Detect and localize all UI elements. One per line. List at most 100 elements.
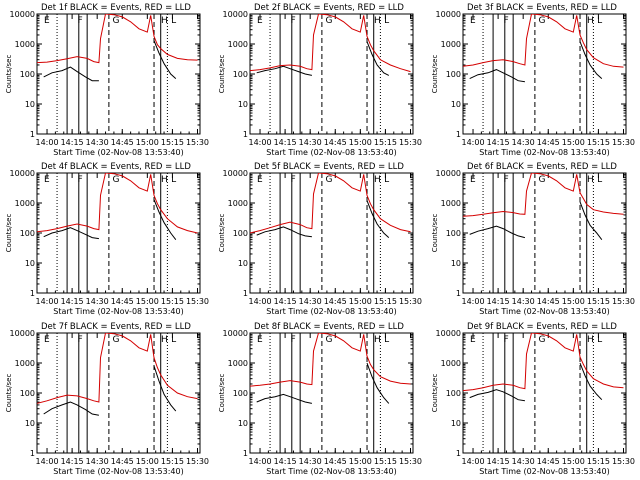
plot-frame — [249, 13, 414, 135]
interval-marker-label: F — [290, 175, 295, 185]
x-tick-label: 15:00 — [349, 138, 372, 147]
interval-marker-label: G — [326, 175, 333, 185]
y-tick-label: 1 — [243, 449, 248, 458]
interval-marker-label: E — [44, 16, 50, 26]
events-series-line — [43, 227, 99, 240]
x-tick-label: 14:00 — [461, 297, 484, 306]
x-tick-label: 14:00 — [35, 457, 58, 466]
y-tick-label: 10000 — [436, 169, 461, 178]
y-tick-label: 10 — [451, 259, 461, 268]
x-tick-label: 15:00 — [136, 138, 159, 147]
interval-marker-label: E — [470, 335, 476, 345]
x-tick-label: 14:15 — [487, 138, 510, 147]
x-tick-label: 14:15 — [274, 457, 297, 466]
y-tick-label: 10 — [451, 100, 461, 109]
interval-marker-label: F — [503, 175, 508, 185]
y-axis-label: Counts/sec — [431, 55, 439, 94]
events-series-line — [469, 225, 526, 239]
x-tick-label: 15:30 — [399, 297, 422, 306]
y-tick-label: 100 — [446, 229, 461, 238]
interval-marker-label: G — [326, 16, 333, 26]
y-tick-label: 10 — [25, 100, 35, 109]
x-tick-label: 14:45 — [537, 457, 560, 466]
y-tick-label: 1000 — [228, 199, 248, 208]
x-tick-label: 15:00 — [136, 457, 159, 466]
interval-marker-label: H — [161, 335, 168, 345]
interval-marker-label: G — [539, 16, 546, 26]
detector-panel-9: Det 9f BLACK = Events, RED = LLD 1 10 100 10… — [431, 322, 635, 476]
y-tick-label: 1000 — [228, 359, 248, 368]
interval-marker-label: E — [257, 335, 263, 345]
interval-marker-label: L — [597, 335, 602, 345]
interval-marker-label: G — [326, 335, 333, 345]
y-tick-label: 1 — [456, 449, 461, 458]
events-series-line — [579, 41, 603, 79]
y-axis-label: Counts/sec — [218, 55, 226, 94]
interval-marker-label: H — [587, 335, 594, 345]
x-tick-label: 15:30 — [186, 457, 209, 466]
x-axis-label: Start Time (02-Nov-08 13:53:40) — [53, 307, 183, 316]
x-tick-label: 14:30 — [512, 138, 535, 147]
x-tick-label: 15:00 — [136, 297, 159, 306]
x-tick-label: 14:00 — [461, 457, 484, 466]
y-axis-label: Counts/sec — [5, 374, 13, 413]
y-axis-label: Counts/sec — [218, 214, 226, 253]
x-tick-label: 14:30 — [512, 457, 535, 466]
x-tick-label: 14:00 — [35, 297, 58, 306]
lld-series-line — [250, 173, 411, 234]
x-axis-label: Start Time (02-Nov-08 13:53:40) — [53, 148, 183, 157]
lld-series-line — [463, 173, 624, 217]
y-tick-label: 1000 — [15, 359, 35, 368]
lld-series-line — [250, 333, 411, 387]
x-axis-label: Start Time (02-Nov-08 13:53:40) — [266, 148, 396, 157]
x-tick-label: 14:30 — [299, 457, 322, 466]
interval-marker-label: F — [290, 16, 295, 26]
interval-marker-label: H — [587, 16, 594, 26]
interval-marker-label: E — [470, 16, 476, 26]
y-axis-label: Counts/sec — [5, 55, 13, 94]
interval-marker-label: L — [171, 175, 176, 185]
interval-marker-label: L — [384, 175, 389, 185]
x-tick-label: 14:30 — [299, 138, 322, 147]
panel-title: Det 7f BLACK = Events, RED = LLD — [41, 322, 191, 332]
plot-frame — [462, 172, 627, 294]
x-tick-label: 15:30 — [399, 457, 422, 466]
detector-panel-1: Det 1f BLACK = Events, RED = LLD 1 10 100 10… — [5, 3, 209, 157]
interval-marker-label: F — [290, 335, 295, 345]
interval-marker-label: F — [77, 175, 82, 185]
y-tick-label: 1 — [456, 130, 461, 139]
panel-title: Det 8f BLACK = Events, RED = LLD — [254, 322, 404, 332]
plot-frame — [36, 13, 201, 135]
x-tick-label: 14:45 — [111, 138, 134, 147]
panel-title: Det 4f BLACK = Events, RED = LLD — [41, 162, 191, 172]
panel-title: Det 5f BLACK = Events, RED = LLD — [254, 162, 404, 172]
interval-marker-label: E — [44, 335, 50, 345]
x-tick-label: 14:45 — [324, 297, 347, 306]
x-tick-label: 15:15 — [374, 297, 397, 306]
y-tick-label: 100 — [20, 229, 35, 238]
detector-panel-4: Det 4f BLACK = Events, RED = LLD 1 10 100 10… — [5, 162, 209, 316]
x-axis-label: Start Time (02-Nov-08 13:53:40) — [53, 467, 183, 476]
interval-marker-label: E — [470, 175, 476, 185]
panel-title: Det 2f BLACK = Events, RED = LLD — [254, 3, 404, 13]
y-tick-label: 10000 — [10, 10, 35, 19]
x-tick-label: 14:30 — [299, 297, 322, 306]
events-series-line — [469, 69, 525, 83]
x-tick-label: 15:15 — [374, 138, 397, 147]
y-tick-label: 1 — [30, 130, 35, 139]
panel-title: Det 6f BLACK = Events, RED = LLD — [467, 162, 617, 172]
y-axis-label: Counts/sec — [431, 214, 439, 253]
interval-marker-label: L — [597, 16, 602, 26]
y-tick-label: 1000 — [441, 359, 461, 368]
y-tick-label: 100 — [233, 70, 248, 79]
lld-series-line — [463, 333, 624, 392]
lld-series-line — [37, 333, 198, 404]
y-axis-label: Counts/sec — [5, 214, 13, 253]
plot-frame — [249, 332, 414, 454]
plot-frame — [249, 172, 414, 294]
x-tick-label: 14:15 — [487, 457, 510, 466]
y-tick-label: 1 — [456, 289, 461, 298]
detector-panel-2: Det 2f BLACK = Events, RED = LLD 1 10 100 10… — [218, 3, 422, 157]
interval-marker-label: L — [597, 175, 602, 185]
